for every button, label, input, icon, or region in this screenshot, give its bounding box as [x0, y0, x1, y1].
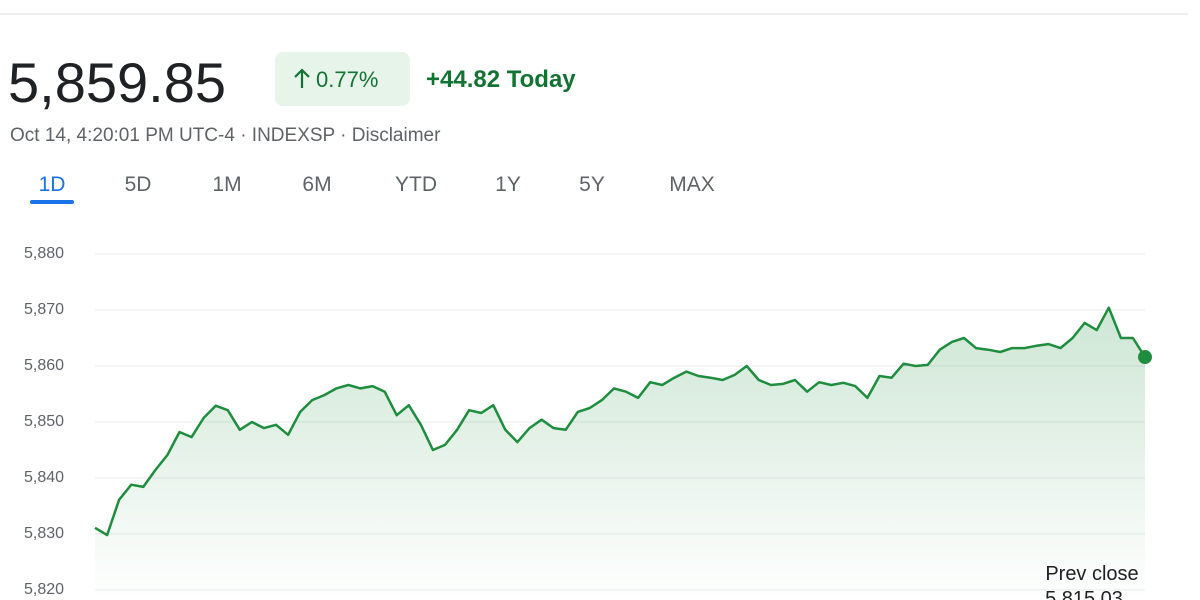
range-tab[interactable]: 5D: [125, 173, 152, 196]
prev-close-title: Prev close: [1045, 563, 1138, 585]
change-badge: [275, 52, 410, 106]
range-tab[interactable]: MAX: [669, 173, 715, 196]
y-tick-label: 5,880: [24, 245, 64, 262]
y-tick-label: 5,870: [24, 301, 64, 318]
price-line: [94, 306, 1147, 537]
price: 5,859.85: [8, 51, 226, 114]
range-tab[interactable]: YTD: [395, 173, 437, 196]
range-tab[interactable]: 5Y: [579, 173, 605, 196]
range-tab[interactable]: 6M: [302, 173, 331, 196]
range-tab[interactable]: 1Y: [495, 173, 521, 196]
y-tick-label: 5,820: [24, 581, 64, 598]
area-fill: [95, 307, 1145, 600]
change-absolute: +44.82 Today: [426, 66, 576, 93]
change-percent: 0.77%: [316, 67, 378, 92]
tab-underline: [30, 200, 74, 204]
range-tab[interactable]: 1M: [212, 173, 241, 196]
last-point: [1138, 350, 1152, 365]
y-tick-label: 5,830: [24, 525, 64, 542]
range-tabs: 1D 5D 1M 6M YTD 1Y 5Y MAX: [30, 173, 715, 204]
prev-close-value: 5,815.03: [1045, 588, 1123, 600]
range-tab[interactable]: 1D: [39, 173, 66, 196]
timestamp-meta: Oct 14, 4:20:01 PM UTC-4 · INDEXSP · Dis…: [10, 125, 441, 146]
y-tick-label: 5,850: [24, 413, 64, 430]
plot: 5,820 5,830 5,840 5,850 5,860 5,870 5,880 Prev …: [24, 245, 1152, 600]
y-tick-label: 5,860: [24, 357, 64, 374]
y-tick-label: 5,840: [24, 469, 64, 486]
up-arrow-icon: [294, 68, 310, 88]
